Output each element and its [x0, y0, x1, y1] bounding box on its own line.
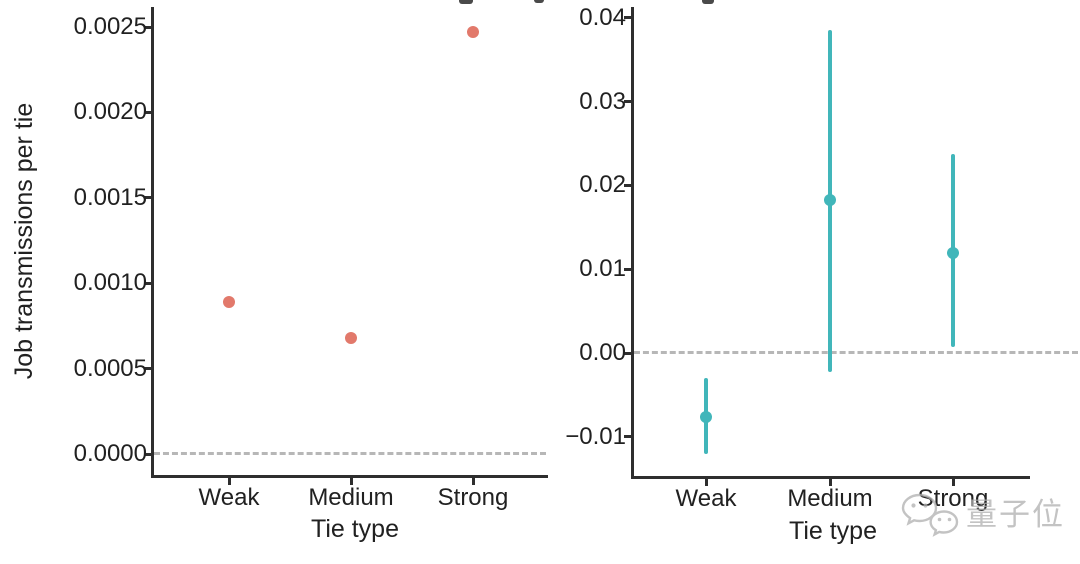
y-tick-label: 0.0005 — [73, 354, 147, 382]
data-point — [223, 295, 235, 308]
x-tick-mark — [349, 478, 353, 485]
x-tick-mark — [471, 478, 475, 485]
x-tick-label: Weak — [675, 485, 737, 512]
left-x-axis-title: Tie type — [310, 515, 399, 543]
y-tick-label: 0.00 — [579, 339, 626, 366]
y-tick-label: 0.01 — [579, 255, 626, 283]
y-tick-mark — [624, 267, 631, 271]
wechat-icon — [900, 492, 960, 538]
y-tick-label: −0.01 — [565, 422, 626, 450]
y-tick-label: 0.0000 — [73, 440, 147, 467]
data-point — [345, 331, 357, 344]
data-point — [467, 26, 479, 39]
y-tick-mark — [624, 183, 631, 187]
y-tick-label: 0.04 — [579, 3, 626, 31]
data-point — [824, 193, 836, 206]
left-y-axis-title: Job transmissions per tie — [10, 102, 38, 380]
x-tick-mark — [704, 479, 708, 486]
right-chart-panel: Tie type −0.01 0.00 0.01 0.02 0.03 0.04 Weak Me… — [560, 0, 1080, 564]
y-tick-label: 0.0025 — [73, 13, 147, 40]
x-tick-mark — [227, 478, 231, 485]
y-tick-label: 0.0010 — [73, 269, 147, 297]
zero-reference-line — [154, 452, 546, 455]
x-tick-label: Strong — [437, 484, 509, 511]
cropped-title-fragment — [702, 0, 714, 4]
y-tick-mark — [144, 196, 151, 200]
y-tick-mark — [144, 25, 151, 29]
watermark-text: 量子位 — [966, 497, 1065, 532]
left-chart-panel: Job transmissions per tie Tie type 0.000… — [10, 7, 548, 543]
cropped-title-fragment — [459, 0, 473, 4]
y-tick-label: 0.0015 — [73, 183, 147, 211]
y-tick-mark — [144, 281, 151, 285]
y-axis-line — [151, 7, 154, 475]
x-axis-line — [631, 476, 1030, 479]
x-tick-label: Weak — [198, 484, 260, 511]
qbitai-watermark: 量子位 — [900, 492, 1065, 538]
right-x-axis-title: Tie type — [788, 517, 877, 545]
y-tick-mark — [144, 110, 151, 114]
y-axis-line — [631, 7, 634, 476]
y-tick-mark — [624, 16, 631, 20]
data-point — [700, 410, 712, 423]
x-tick-label: Medium — [787, 485, 873, 512]
y-tick-mark — [144, 452, 151, 456]
x-tick-label: Medium — [308, 484, 394, 511]
y-tick-label: 0.0020 — [73, 98, 147, 126]
y-tick-mark — [624, 100, 631, 104]
y-tick-mark — [624, 351, 631, 355]
y-tick-label: 0.02 — [579, 171, 626, 199]
y-tick-label: 0.03 — [579, 87, 626, 115]
y-tick-mark — [144, 367, 151, 371]
data-point — [947, 247, 959, 260]
x-axis-line — [151, 475, 548, 478]
zero-reference-line — [634, 351, 1078, 354]
x-tick-mark — [828, 479, 832, 486]
cropped-title-fragment — [534, 0, 544, 3]
x-tick-mark — [951, 479, 955, 486]
y-tick-mark — [624, 435, 631, 439]
